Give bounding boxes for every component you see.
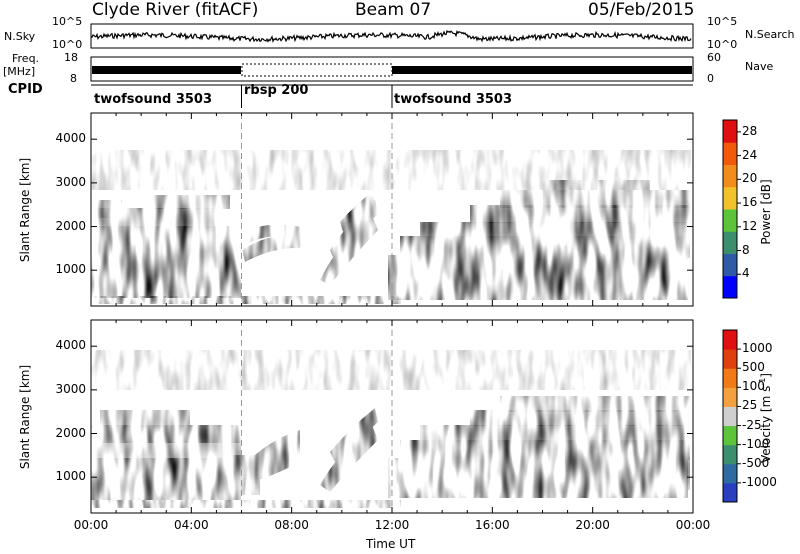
nsearch-tick-top: 10^5 (707, 15, 738, 28)
y-tick-label: 2000 (55, 425, 86, 440)
beam-title: Beam 07 (355, 0, 432, 20)
colorbar-segment (723, 349, 737, 369)
velocity-colorbar-label-text: Velocity [m s (759, 386, 773, 463)
cpid-segment-label: rbsp 200 (244, 83, 309, 98)
nsky-tick-top: 10^5 (52, 15, 83, 28)
cpid-label: CPID (8, 82, 43, 97)
x-tick-label: 12:00 (374, 518, 410, 532)
colorbar-tick-label: 500 (742, 360, 765, 375)
colorbar-segment (723, 444, 737, 465)
velocity-colorbar-label-end: ] (759, 373, 773, 378)
colorbar-segment (723, 406, 737, 427)
colorbar-tick-label: 28 (742, 123, 758, 138)
nsky-label: N.Sky (4, 30, 36, 43)
freq-band-2 (241, 63, 393, 77)
power-colorbar-label: Power [dB] (759, 179, 773, 244)
y-tick-label: 1000 (55, 469, 86, 484)
axis-ticks (90, 113, 694, 513)
colorbar-tick-label: 1000 (742, 341, 773, 356)
colorbar-segment (723, 368, 737, 388)
freq-label-1: Freq. (12, 52, 40, 65)
nave-label: Nave (745, 60, 774, 73)
x-axis-label: Time UT (366, 537, 416, 551)
freq-tick-top: 18 (64, 51, 78, 64)
colorbar-segment (723, 253, 737, 277)
colorbar-segment (723, 425, 737, 446)
colorbar-segment (723, 186, 737, 210)
freq-band-3 (392, 66, 692, 74)
y-tick-label: 1000 (55, 262, 86, 277)
nsky-strip-frame (90, 23, 694, 49)
colorbar-segment (723, 164, 737, 188)
cpid-ticks (241, 85, 393, 108)
velocity-colorbar-label: Velocity [m s-1] (758, 373, 773, 463)
y-tick-label: 3000 (55, 381, 86, 396)
colorbar-frame (722, 329, 738, 503)
nave-tick-top: 60 (707, 51, 721, 64)
power-ylabel: Slant Range [km] (18, 158, 32, 262)
colorbar-tick-label: -500 (742, 455, 770, 470)
freq-band-1 (92, 66, 241, 74)
nsearch-label: N.Search (745, 28, 795, 41)
y-tick-label: 3000 (55, 174, 86, 189)
colorbar-tick-label: -25 (742, 417, 762, 432)
nave-tick-bottom: 0 (707, 72, 714, 85)
freq-strip-frame (90, 56, 694, 82)
station-title: Clyde River (fitACF) (92, 0, 259, 20)
x-tick-label: 16:00 (475, 518, 510, 532)
colorbar-tick-label: 24 (742, 147, 758, 162)
colorbar-tick-label: 12 (742, 218, 758, 233)
y-tick-label: 4000 (55, 338, 86, 353)
colorbar-tick-label: 4 (742, 266, 750, 281)
freq-label-2: [MHz] (3, 65, 36, 78)
colorbar-segment (723, 275, 737, 299)
x-tick-label: 08:00 (274, 518, 309, 532)
cpid-boundary-lines (241, 113, 393, 513)
nsky-trace (90, 29, 692, 44)
power-heatmap (91, 150, 691, 304)
colorbar-segment (723, 142, 737, 165)
colorbar-segment (723, 231, 737, 254)
x-tick-label: 04:00 (174, 518, 209, 532)
velocity-ylabel: Slant Range [km] (18, 365, 32, 469)
colorbar-tick-label: 100 (742, 379, 765, 394)
colorbar-tick-label: -1000 (742, 474, 777, 489)
nsearch-tick-bottom: 10^0 (707, 38, 738, 51)
cpid-segment-label: twofsound 3503 (94, 92, 213, 107)
y-tick-label: 4000 (55, 131, 86, 146)
date-title: 05/Feb/2015 (588, 0, 695, 20)
y-tick-label: 2000 (55, 218, 86, 233)
colorbar-segment (723, 120, 737, 143)
freq-tick-bottom: 8 (70, 72, 77, 85)
colorbar-segment (723, 387, 737, 407)
power-colorbar (722, 119, 741, 299)
colorbar-tick-label: 16 (742, 195, 758, 210)
velocity-colorbar-label-exponent: -1 (758, 378, 767, 386)
colorbar-segment (723, 482, 737, 503)
colorbar-tick-label: 25 (742, 398, 758, 413)
colorbar-segment (723, 330, 737, 350)
colorbar-tick-label: 8 (742, 242, 750, 257)
colorbar-segment (723, 463, 737, 484)
colorbar-segment (723, 209, 737, 232)
nsky-tick-bottom: 10^0 (52, 38, 83, 51)
x-tick-label: 20:00 (575, 518, 610, 532)
x-tick-label: 00:00 (675, 518, 711, 532)
colorbar-tick-label: -100 (742, 436, 770, 451)
velocity-heatmap (91, 350, 691, 508)
colorbar-tick-label: 20 (742, 171, 758, 186)
cpid-segment-label: twofsound 3503 (394, 92, 513, 107)
x-tick-label: 00:00 (73, 518, 109, 532)
colorbar-frame (722, 119, 738, 299)
velocity-colorbar (722, 329, 741, 503)
